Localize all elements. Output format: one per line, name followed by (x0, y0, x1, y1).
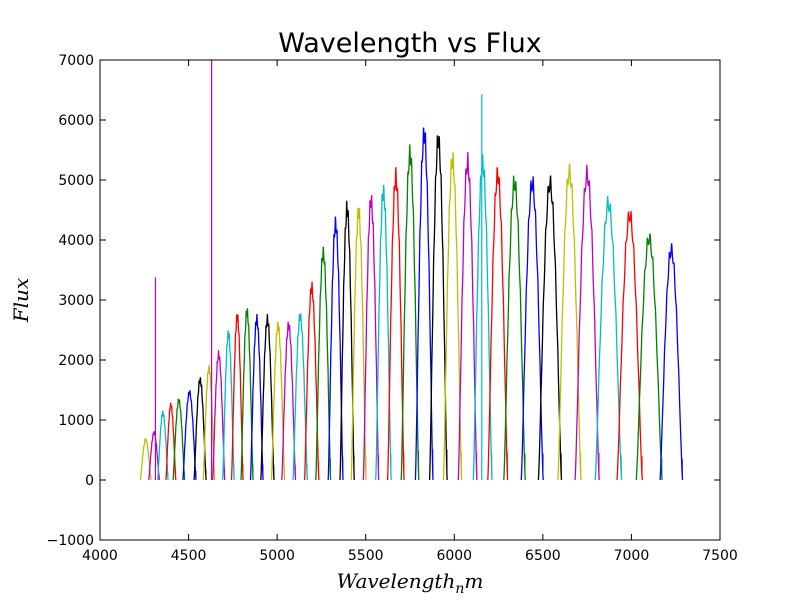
spectral-order-line (249, 313, 264, 481)
spectral-order-line (428, 135, 448, 481)
spectral-order-line (230, 314, 244, 481)
spectral-order-line (574, 164, 600, 481)
spectral-order-line (139, 437, 152, 481)
spectral-order-line (616, 210, 643, 481)
spectral-order-line (472, 154, 493, 481)
spectral-order-line (193, 377, 207, 481)
spectral-order-line (594, 195, 623, 481)
spectral-order-line (172, 398, 186, 481)
x-axis-label-subscript: n (455, 581, 464, 597)
spectral-order-line (292, 313, 308, 481)
x-tick-label: 5500 (348, 548, 384, 564)
spectral-order-line (520, 176, 544, 481)
spectral-order-line (350, 207, 367, 481)
spectral-order-line (537, 175, 563, 481)
y-tick-label: 4000 (58, 233, 94, 249)
y-tick-label: 5000 (58, 173, 94, 189)
spectral-order-line (270, 321, 286, 481)
spectral-order-line (557, 163, 582, 481)
x-axis-label-main: Wavelength (337, 569, 456, 593)
spectral-order-line (327, 216, 344, 481)
spectral-order-line (386, 167, 405, 481)
plot-frame (99, 59, 721, 541)
spectral-order-line (362, 195, 380, 481)
spectral-order-line (182, 390, 197, 481)
x-tick-label: 5000 (259, 548, 295, 564)
spectrum-series-group (139, 60, 684, 481)
x-axis-label-suffix: m (464, 569, 483, 593)
spectral-order-line (400, 144, 420, 481)
x-tick-label: 4500 (171, 548, 207, 564)
spectral-order-line (659, 243, 684, 481)
x-tick-label: 7500 (702, 548, 738, 564)
y-tick-label: 3000 (58, 293, 94, 309)
spectral-order-line (222, 330, 235, 481)
spectral-order-line (157, 410, 169, 481)
spectral-order-line (375, 184, 392, 481)
spectral-order-line (303, 281, 320, 481)
y-tick-label: 6000 (58, 113, 94, 129)
axis-ticks: 4000 4500 5000 5500 6000 6500 7000 7500 −1000 0 10… (47, 53, 738, 564)
spectral-order-line (339, 200, 355, 481)
x-axis-label: Wavelengthnm (337, 569, 484, 597)
x-tick-label: 7000 (614, 548, 650, 564)
spectral-order-line (414, 127, 434, 481)
spectral-order-line (260, 314, 275, 481)
chart-title: Wavelength vs Flux (278, 28, 542, 59)
spectral-order-line (165, 402, 177, 481)
x-tick-label: 6000 (436, 548, 472, 564)
x-tick-label: 4000 (82, 548, 118, 564)
y-axis-label: Flux (9, 278, 33, 323)
spectral-order-line (457, 152, 478, 481)
spectral-order-line (202, 364, 216, 481)
x-tick-label: 6500 (525, 548, 561, 564)
spectral-order-line (240, 308, 254, 481)
spectral-order-line (487, 167, 509, 481)
y-tick-label: 7000 (58, 53, 94, 69)
y-tick-label: 2000 (58, 353, 94, 369)
spectral-order-line (212, 350, 226, 481)
spectral-order-line (281, 321, 297, 481)
spectral-order-line (442, 152, 463, 481)
y-tick-label: 0 (85, 473, 94, 489)
spectral-order-line (635, 233, 663, 481)
spectral-order-line (315, 246, 332, 481)
spectral-order-line (503, 175, 526, 481)
y-tick-label: −1000 (47, 533, 94, 549)
spectral-order-line (148, 431, 161, 481)
y-tick-label: 1000 (58, 413, 94, 429)
